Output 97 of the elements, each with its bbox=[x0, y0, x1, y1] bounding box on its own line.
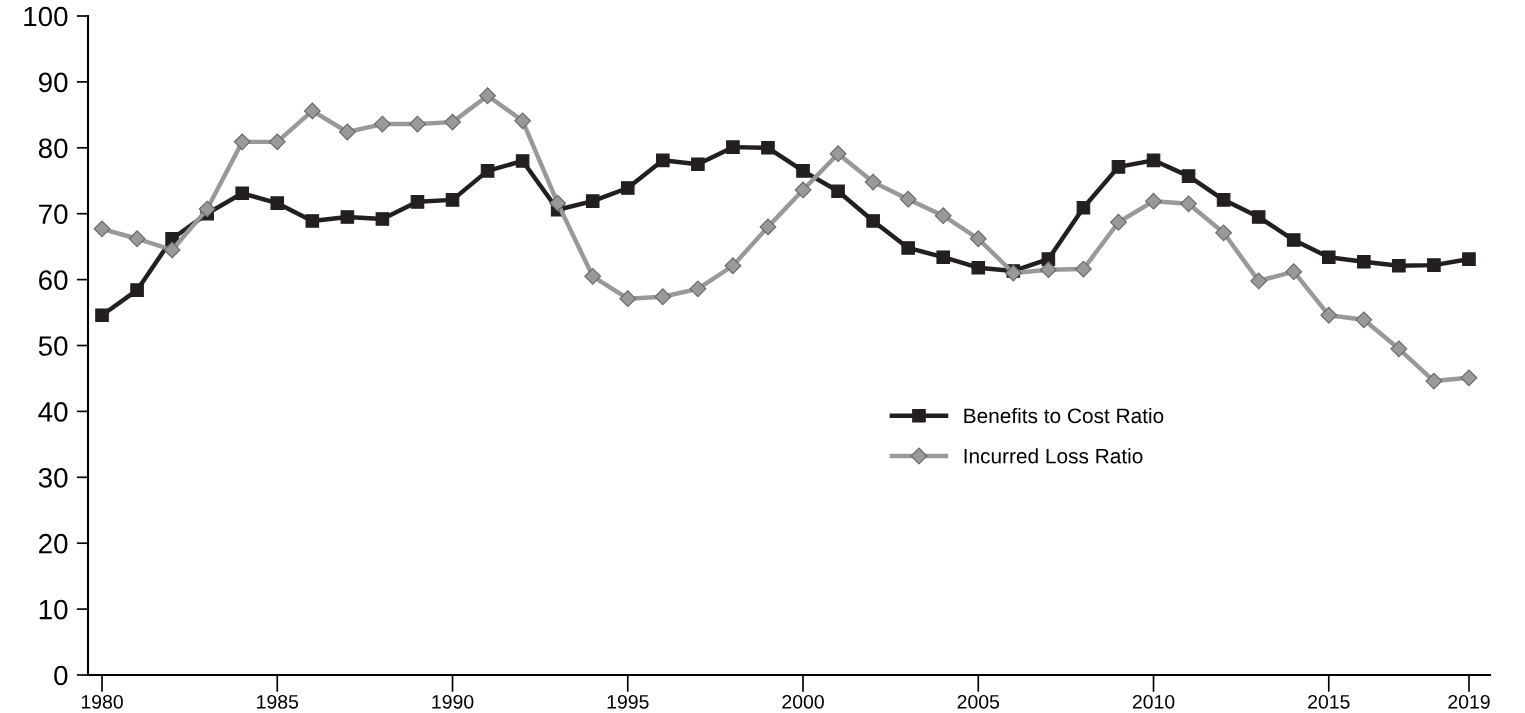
point bbox=[1216, 193, 1231, 207]
point bbox=[1425, 372, 1443, 390]
legend-label: Incurred Loss Ratio bbox=[964, 448, 1143, 464]
point bbox=[445, 193, 460, 207]
point bbox=[1004, 264, 1022, 282]
point bbox=[1145, 192, 1162, 210]
point bbox=[340, 210, 355, 224]
point bbox=[1427, 258, 1441, 272]
point bbox=[1075, 260, 1092, 278]
point bbox=[375, 212, 390, 226]
point bbox=[971, 260, 986, 275]
point bbox=[1146, 153, 1161, 168]
point bbox=[1286, 233, 1301, 247]
point bbox=[93, 220, 111, 238]
x-tick-label: 1985 bbox=[257, 694, 299, 709]
x-tick-label: 1980 bbox=[81, 694, 123, 709]
point bbox=[479, 87, 496, 105]
point bbox=[585, 194, 600, 208]
point bbox=[689, 280, 707, 298]
point bbox=[969, 230, 987, 248]
point bbox=[409, 115, 426, 133]
y-tick-label: 50 bbox=[38, 336, 68, 356]
y-tick-label: 0 bbox=[54, 665, 68, 686]
x-tick-label: 1995 bbox=[607, 694, 649, 709]
point bbox=[1462, 252, 1476, 266]
point bbox=[620, 181, 635, 195]
x-tick-label: 2010 bbox=[1132, 694, 1175, 709]
point bbox=[410, 195, 425, 209]
point bbox=[305, 214, 320, 228]
point bbox=[761, 140, 775, 155]
point bbox=[1251, 210, 1266, 224]
point bbox=[619, 290, 637, 308]
legend-label: Benefits to Cost Ratio bbox=[964, 407, 1164, 424]
point bbox=[374, 115, 391, 133]
point bbox=[480, 164, 495, 178]
point bbox=[1110, 213, 1127, 231]
point bbox=[691, 157, 705, 172]
point bbox=[1357, 255, 1371, 269]
point bbox=[128, 230, 146, 248]
point bbox=[584, 267, 602, 285]
point bbox=[1039, 261, 1057, 279]
point bbox=[1460, 369, 1478, 387]
point bbox=[1111, 160, 1126, 174]
point bbox=[654, 288, 672, 306]
point bbox=[864, 173, 882, 191]
point bbox=[794, 181, 812, 199]
point bbox=[130, 283, 144, 297]
point bbox=[936, 250, 951, 264]
y-tick-label: 30 bbox=[38, 467, 68, 488]
point bbox=[1390, 340, 1408, 358]
point bbox=[268, 133, 286, 151]
y-tick-label: 40 bbox=[38, 402, 68, 422]
point bbox=[866, 214, 880, 228]
point bbox=[656, 153, 670, 168]
point bbox=[1355, 311, 1373, 329]
point bbox=[1215, 224, 1233, 242]
y-tick-label: 60 bbox=[39, 270, 68, 290]
point bbox=[549, 194, 567, 212]
point bbox=[198, 200, 216, 218]
x-tick-label: 2019 bbox=[1448, 694, 1490, 709]
point bbox=[759, 218, 777, 236]
y-tick-label: 80 bbox=[38, 138, 68, 159]
point bbox=[726, 140, 740, 154]
point bbox=[901, 241, 915, 255]
point bbox=[515, 154, 530, 168]
point bbox=[235, 186, 250, 201]
point bbox=[934, 207, 952, 225]
point bbox=[899, 190, 917, 208]
point bbox=[1181, 169, 1196, 183]
y-tick-label: 70 bbox=[39, 204, 68, 225]
point bbox=[831, 184, 845, 199]
x-tick-label: 2015 bbox=[1308, 694, 1350, 709]
point bbox=[303, 102, 321, 120]
point bbox=[724, 257, 742, 275]
x-tick-label: 1990 bbox=[432, 694, 474, 709]
y-tick-label: 10 bbox=[39, 599, 68, 620]
y-tick-label: 90 bbox=[38, 72, 68, 93]
point bbox=[1285, 263, 1303, 281]
x-tick-label: 2000 bbox=[782, 694, 824, 709]
point bbox=[233, 133, 251, 151]
point bbox=[444, 113, 461, 131]
y-tick-label: 100 bbox=[24, 6, 68, 27]
point bbox=[95, 308, 109, 322]
point bbox=[270, 196, 285, 210]
point bbox=[1076, 200, 1091, 215]
point bbox=[1320, 306, 1338, 324]
point bbox=[338, 123, 356, 141]
point bbox=[1250, 272, 1268, 290]
x-tick-label: 2005 bbox=[957, 694, 1000, 709]
y-tick-label: 20 bbox=[39, 533, 68, 554]
point bbox=[163, 241, 181, 259]
point bbox=[1392, 258, 1406, 273]
point bbox=[1180, 195, 1197, 213]
point bbox=[829, 145, 847, 163]
point bbox=[796, 164, 810, 178]
point bbox=[514, 112, 532, 130]
point bbox=[1321, 250, 1336, 264]
